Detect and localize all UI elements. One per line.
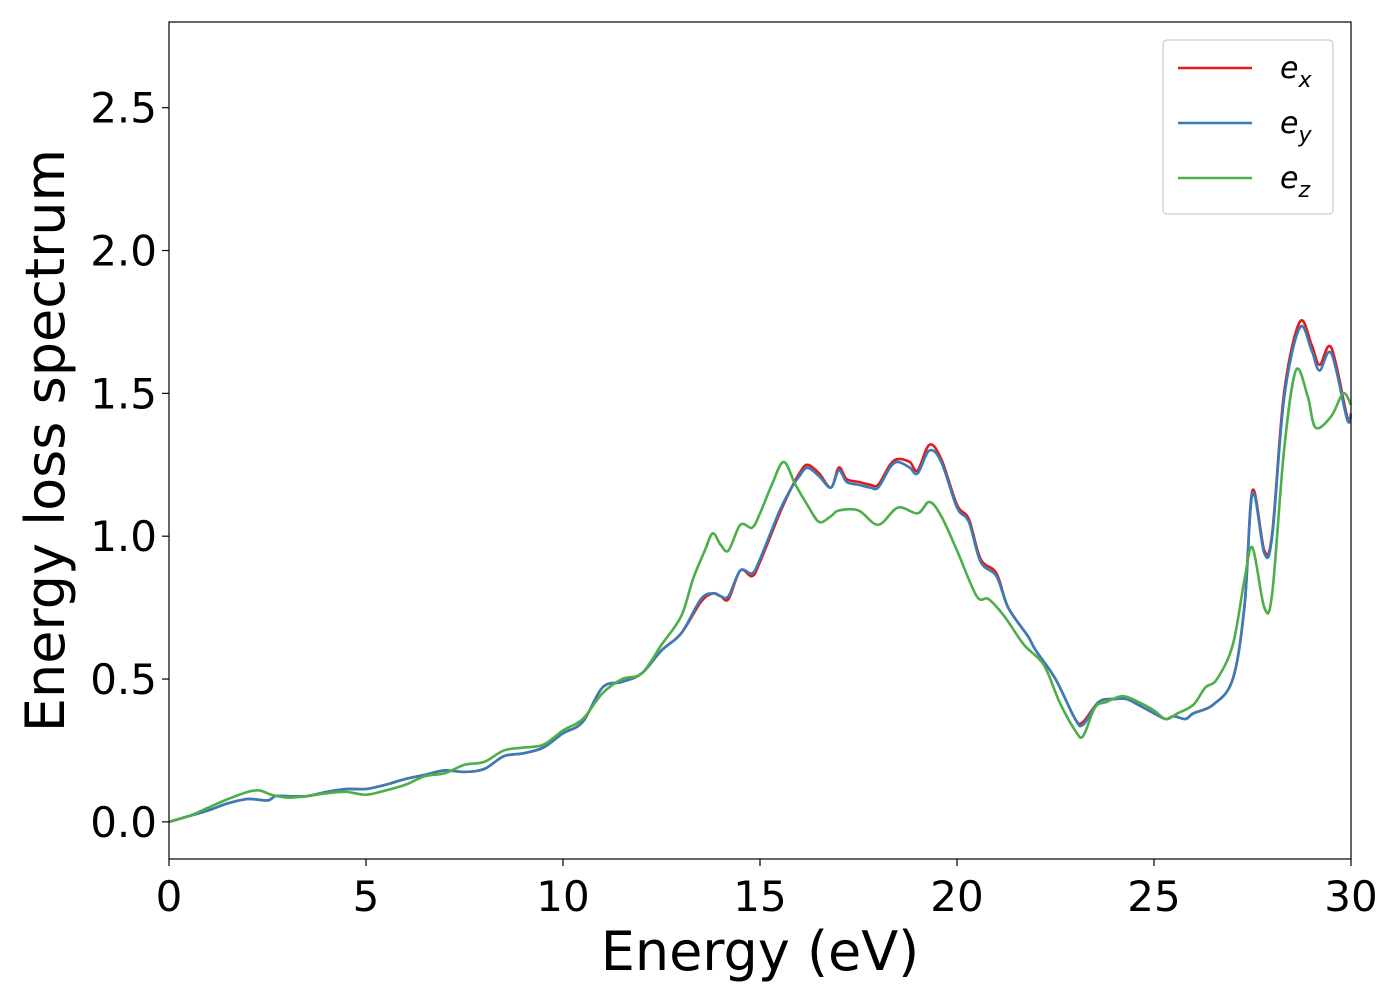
x-axis-title: Energy (eV) (601, 920, 920, 983)
x-tick-label: 0 (156, 872, 183, 921)
y-tick-label: 2.5 (90, 84, 157, 133)
y-tick-label: 1.0 (90, 512, 157, 561)
x-tick-label: 10 (536, 872, 589, 921)
x-tick-label: 30 (1324, 872, 1377, 921)
y-tick-label: 2.0 (90, 227, 157, 276)
y-tick-label: 1.5 (90, 369, 157, 418)
legend-label-symbol: e (1280, 51, 1298, 86)
legend-box (1162, 39, 1334, 215)
x-tick-label: 5 (353, 872, 380, 921)
y-tick-label: 0.5 (90, 655, 157, 704)
legend-label-subscript: z (1297, 178, 1310, 203)
y-axis: 0.0 0.5 1.0 1.5 2.0 2.5 (90, 84, 169, 847)
legend-label-subscript: y (1297, 123, 1312, 148)
legend-label-ex: ex (1280, 51, 1312, 93)
y-tick-label: 0.0 (90, 798, 157, 847)
series-line-ez (168, 367, 1353, 824)
y-axis-title: Energy loss spectrum (14, 149, 77, 732)
x-axis: 0 5 10 15 20 25 30 (156, 859, 1378, 921)
legend-label-symbol: e (1280, 106, 1298, 141)
legend-label-ey: ey (1280, 106, 1312, 148)
series-layer (168, 319, 1353, 824)
x-tick-label: 15 (733, 872, 786, 921)
legend-label-symbol: e (1280, 161, 1298, 196)
legend-label-ez: ez (1280, 161, 1310, 203)
x-tick-label: 25 (1127, 872, 1180, 921)
series-line-ey (168, 324, 1353, 824)
legend-label-subscript: x (1297, 68, 1312, 93)
x-tick-label: 20 (930, 872, 983, 921)
